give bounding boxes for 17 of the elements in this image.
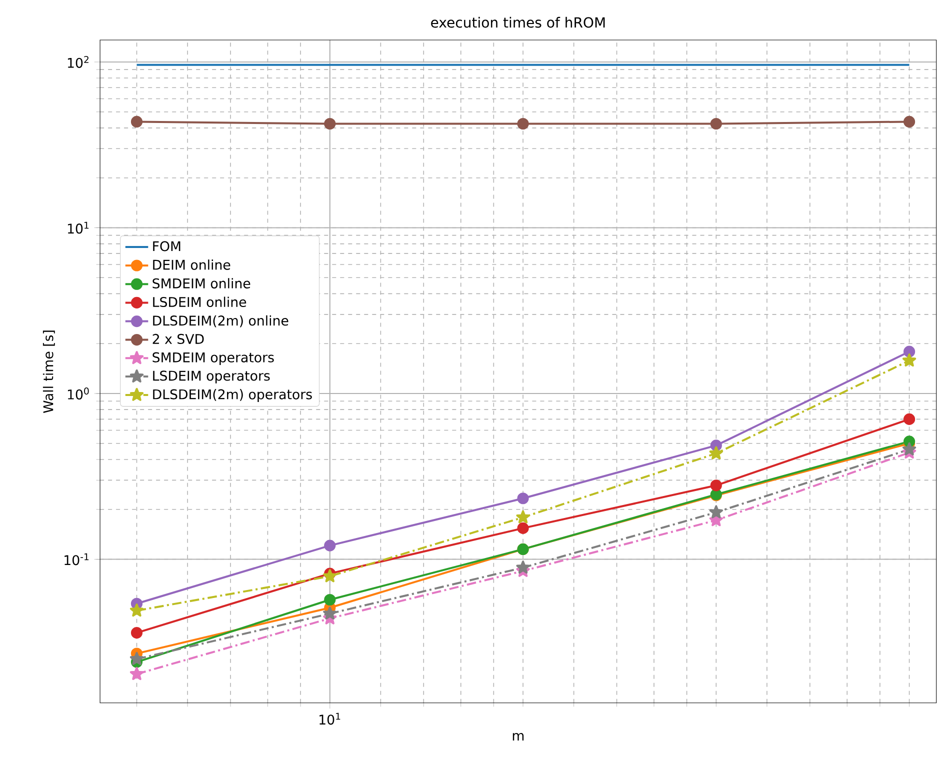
legend-label: FOM — [153, 241, 180, 252]
y-tick-label: 10$^{1}$ — [68, 222, 89, 234]
legend-label: 2 x SVD — [152, 334, 204, 344]
legend-label: SMDEIM online — [152, 278, 250, 288]
legend-label: DLSDEIM(2m) operators — [153, 389, 312, 402]
legend-label: DLSDEIM(2m) online — [153, 315, 288, 328]
chart-title: execution times of hROM — [431, 16, 605, 28]
y-tick-label: 10$^{0}$ — [68, 388, 89, 400]
y-axis-title: Wall time [s] — [42, 330, 55, 413]
legend-label: DEIM online — [153, 260, 230, 270]
x-axis-title: m — [512, 733, 524, 740]
y-tick-label: 10$^{-1}$ — [64, 553, 89, 566]
legend-label: LSDEIM operators — [153, 370, 270, 384]
legend-label: SMDEIM operators — [152, 352, 274, 366]
y-tick-label: 10$^{2}$ — [68, 56, 88, 68]
legend-label: LSDEIM online — [153, 296, 246, 308]
text: 10$^{1}$ — [320, 712, 340, 725]
